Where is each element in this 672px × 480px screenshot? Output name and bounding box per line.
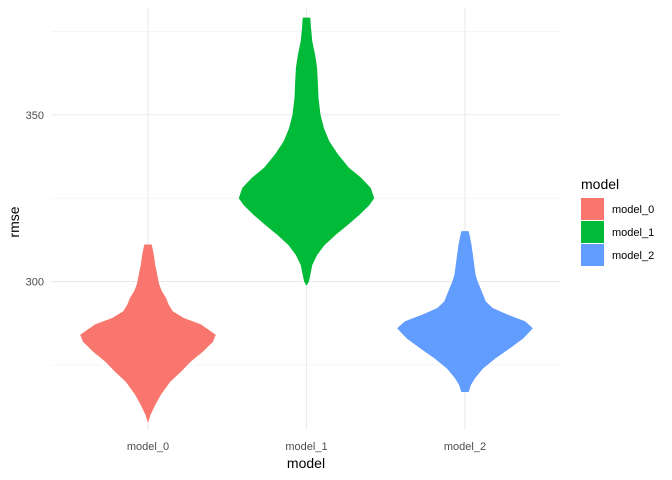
violin-model_0 <box>80 244 216 423</box>
violin-model_2 <box>397 231 533 392</box>
legend-title: model <box>581 176 619 192</box>
x-tick-label: model_1 <box>285 441 327 453</box>
legend-key-model_0 <box>581 198 604 220</box>
axis-ticks: 300 350 model_0 model_1 model_2 <box>26 110 486 453</box>
x-axis-title: model <box>287 455 325 471</box>
legend-items: model_0 model_1 model_2 <box>581 198 654 266</box>
y-tick-label: 300 <box>26 277 44 289</box>
legend: model model_0 model_1 model_2 <box>581 176 654 266</box>
x-tick-label: model_0 <box>127 441 169 453</box>
legend-label-model_1: model_1 <box>612 227 654 239</box>
legend-key-model_1 <box>581 221 604 243</box>
y-tick-label: 350 <box>26 110 44 122</box>
legend-key-model_2 <box>581 244 604 266</box>
x-tick-label: model_2 <box>444 441 486 453</box>
violin-model_1 <box>238 17 375 286</box>
legend-label-model_0: model_0 <box>612 204 654 216</box>
legend-label-model_2: model_2 <box>612 250 654 262</box>
y-axis-title: rmse <box>6 206 22 237</box>
violins <box>80 17 533 423</box>
